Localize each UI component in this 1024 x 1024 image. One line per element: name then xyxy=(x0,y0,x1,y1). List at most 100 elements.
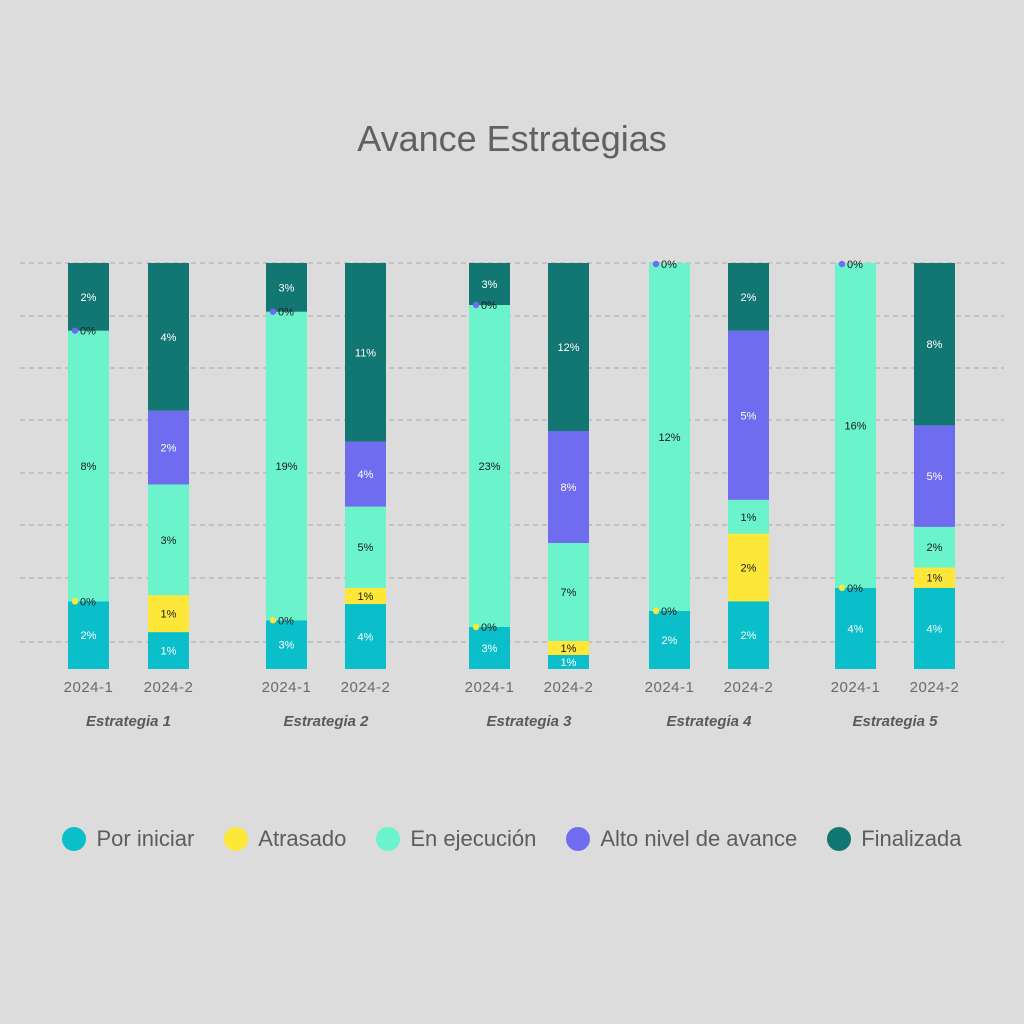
data-label: 2% xyxy=(741,292,757,304)
legend-label-por-iniciar: Por iniciar xyxy=(96,826,195,851)
zero-marker xyxy=(71,327,79,334)
period-tick-label: 2024-1 xyxy=(465,679,515,696)
legend-swatch-en-ejecucion xyxy=(376,827,401,851)
bar-segment xyxy=(345,604,386,669)
bar-segment xyxy=(548,543,589,641)
zero-marker xyxy=(838,584,846,591)
bar-segment xyxy=(68,601,109,669)
zero-marker xyxy=(652,607,660,615)
data-label: 1% xyxy=(358,591,374,603)
period-tick-label: 2024-2 xyxy=(341,679,391,696)
data-label: 0% xyxy=(80,596,96,608)
zero-marker xyxy=(652,260,660,268)
data-label: 1% xyxy=(927,573,943,585)
group-label: Estrategia 5 xyxy=(852,713,938,730)
legend-item-en-ejecucion: En ejecución xyxy=(376,826,536,852)
bar-segment xyxy=(728,330,769,500)
data-label: 1% xyxy=(161,609,177,621)
legend-label-en-ejecucion: En ejecución xyxy=(410,826,537,851)
group-label: Estrategia 3 xyxy=(486,713,572,730)
legend-item-por-iniciar: Por iniciar xyxy=(62,826,194,852)
bar-segment xyxy=(914,425,955,527)
bar-segment xyxy=(148,632,189,669)
legend-label-finalizada: Finalizada xyxy=(861,826,962,851)
bar-segment xyxy=(835,263,876,588)
legend-swatch-alto-nivel xyxy=(566,827,591,851)
bar-segment xyxy=(148,484,189,596)
chart-title: Avance Estrategias xyxy=(357,118,667,159)
period-tick-label: 2024-2 xyxy=(544,679,594,696)
group-label: Estrategia 1 xyxy=(86,713,171,730)
zero-marker xyxy=(269,308,277,315)
data-label: 12% xyxy=(557,342,579,354)
period-tick-label: 2024-1 xyxy=(262,679,312,696)
bar-segment xyxy=(148,595,189,633)
bar-segment xyxy=(68,263,109,331)
data-label: 2% xyxy=(927,542,943,554)
bar-segment xyxy=(728,601,769,669)
bar-segment xyxy=(266,311,307,621)
group-label: Estrategia 4 xyxy=(666,713,752,730)
data-label: 23% xyxy=(478,461,500,473)
data-label: 0% xyxy=(661,259,677,271)
data-label: 2% xyxy=(81,292,97,304)
bar-segment xyxy=(548,641,589,655)
bar-segment xyxy=(345,506,386,588)
data-label: 8% xyxy=(561,482,577,494)
bar-segment xyxy=(649,263,690,611)
data-label: 1% xyxy=(561,643,577,655)
data-label: 11% xyxy=(355,347,376,359)
bar-segment xyxy=(469,627,510,669)
period-tick-label: 2024-2 xyxy=(144,679,194,696)
bar-segment xyxy=(914,526,955,568)
bar-segment xyxy=(914,587,955,669)
data-label: 5% xyxy=(927,471,943,483)
bar-segment xyxy=(469,263,510,305)
bar-segment xyxy=(835,587,876,669)
bar-segment xyxy=(345,441,386,507)
data-label: 3% xyxy=(279,282,295,294)
bar-segment xyxy=(728,533,769,602)
zero-marker xyxy=(269,617,277,624)
bar-segment xyxy=(148,263,189,411)
bar-segment xyxy=(649,611,690,669)
data-label: 3% xyxy=(482,643,498,655)
data-label: 4% xyxy=(848,623,864,635)
data-label: 4% xyxy=(161,332,177,344)
data-label: 4% xyxy=(927,623,943,635)
period-tick-label: 2024-1 xyxy=(645,679,695,696)
legend-swatch-atrasado xyxy=(224,827,249,851)
data-label: 2% xyxy=(662,635,678,647)
data-label: 0% xyxy=(278,615,294,627)
data-label: 12% xyxy=(658,432,680,444)
legend-item-atrasado: Atrasado xyxy=(224,826,346,852)
bar-segment xyxy=(469,305,510,627)
bar-segment xyxy=(914,263,955,426)
data-label: 2% xyxy=(161,443,177,455)
legend: Por iniciar Atrasado En ejecución Alto n… xyxy=(0,826,1024,852)
zero-marker xyxy=(472,623,480,631)
data-label: 3% xyxy=(161,535,177,547)
data-label: 0% xyxy=(847,259,863,271)
bar-segment xyxy=(266,263,307,312)
data-label: 4% xyxy=(358,469,374,481)
data-label: 1% xyxy=(161,646,177,658)
bar-segment xyxy=(914,567,955,588)
data-label: 4% xyxy=(358,632,374,644)
data-label: 1% xyxy=(741,512,757,524)
legend-swatch-finalizada xyxy=(827,827,852,851)
zero-marker xyxy=(71,598,79,605)
data-label: 0% xyxy=(481,622,497,634)
legend-item-finalizada: Finalizada xyxy=(827,826,962,852)
bar-segment xyxy=(266,620,307,669)
data-label: 1% xyxy=(561,657,577,669)
data-label: 0% xyxy=(847,583,863,595)
data-label: 0% xyxy=(80,326,96,338)
period-tick-label: 2024-2 xyxy=(724,679,774,696)
legend-item-alto-nivel: Alto nivel de avance xyxy=(566,826,797,852)
data-label: 2% xyxy=(81,630,97,642)
bar-segment xyxy=(548,263,589,431)
period-tick-label: 2024-1 xyxy=(831,679,881,696)
group-label: Estrategia 2 xyxy=(283,713,369,730)
data-label: 0% xyxy=(661,606,677,618)
